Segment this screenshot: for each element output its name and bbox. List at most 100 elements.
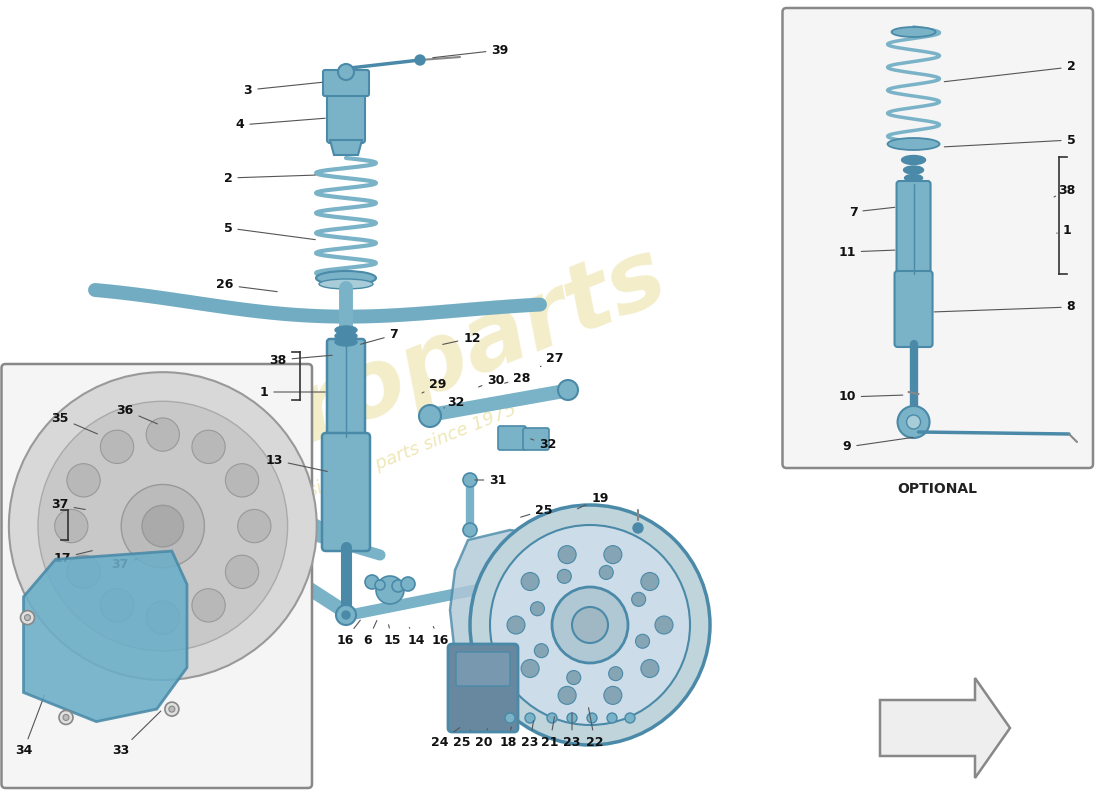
- Circle shape: [336, 605, 356, 625]
- Polygon shape: [330, 140, 362, 155]
- Circle shape: [641, 659, 659, 678]
- Circle shape: [9, 372, 317, 680]
- Circle shape: [636, 634, 649, 648]
- Ellipse shape: [336, 332, 358, 340]
- Circle shape: [572, 607, 608, 643]
- Circle shape: [365, 575, 380, 589]
- Circle shape: [530, 602, 544, 616]
- Circle shape: [191, 430, 225, 463]
- FancyBboxPatch shape: [327, 339, 365, 440]
- Text: 18: 18: [499, 726, 517, 749]
- Circle shape: [632, 523, 644, 533]
- FancyBboxPatch shape: [498, 426, 526, 450]
- Text: 12: 12: [442, 331, 481, 345]
- Text: OPTIONAL: OPTIONAL: [898, 482, 978, 496]
- Text: 25: 25: [453, 730, 471, 749]
- Circle shape: [607, 713, 617, 723]
- Text: 22: 22: [586, 708, 604, 749]
- Circle shape: [415, 55, 425, 65]
- Text: 5: 5: [223, 222, 316, 240]
- Circle shape: [121, 485, 205, 568]
- Circle shape: [39, 402, 287, 651]
- Circle shape: [146, 418, 179, 451]
- Text: 26: 26: [217, 278, 277, 292]
- Circle shape: [142, 506, 184, 547]
- Circle shape: [463, 473, 477, 487]
- Circle shape: [470, 505, 710, 745]
- Circle shape: [226, 464, 258, 497]
- Text: 7: 7: [361, 329, 398, 344]
- Text: 5: 5: [944, 134, 1076, 147]
- Text: 3: 3: [244, 82, 322, 97]
- Text: 35: 35: [52, 411, 98, 434]
- Text: 20: 20: [475, 729, 493, 749]
- Circle shape: [68, 498, 88, 518]
- Circle shape: [641, 573, 659, 590]
- Circle shape: [521, 659, 539, 678]
- Text: 14: 14: [407, 627, 425, 646]
- Circle shape: [558, 380, 578, 400]
- Text: 25: 25: [520, 503, 552, 517]
- Circle shape: [24, 614, 31, 621]
- Text: 10: 10: [838, 390, 903, 403]
- Circle shape: [238, 510, 271, 542]
- Ellipse shape: [244, 486, 262, 498]
- Text: 29: 29: [422, 378, 447, 393]
- Text: 21: 21: [541, 717, 559, 749]
- FancyBboxPatch shape: [456, 652, 510, 686]
- Circle shape: [63, 714, 69, 721]
- Circle shape: [521, 573, 539, 590]
- Text: 30: 30: [478, 374, 505, 387]
- Ellipse shape: [336, 326, 358, 334]
- Circle shape: [535, 644, 549, 658]
- Circle shape: [463, 523, 477, 537]
- Circle shape: [169, 706, 175, 712]
- Ellipse shape: [319, 279, 373, 289]
- Ellipse shape: [891, 27, 935, 37]
- FancyBboxPatch shape: [522, 428, 549, 450]
- Text: a passion for parts since 1975: a passion for parts since 1975: [261, 401, 519, 519]
- Text: 32: 32: [530, 438, 557, 451]
- Text: 17: 17: [53, 550, 92, 565]
- Polygon shape: [450, 530, 575, 695]
- Circle shape: [558, 546, 576, 564]
- Text: 1: 1: [1057, 223, 1071, 237]
- Circle shape: [525, 713, 535, 723]
- Ellipse shape: [316, 271, 376, 285]
- Text: 11: 11: [838, 246, 894, 258]
- Text: 33: 33: [112, 711, 161, 758]
- Circle shape: [402, 577, 415, 591]
- Circle shape: [587, 713, 597, 723]
- Circle shape: [604, 546, 622, 564]
- Circle shape: [625, 713, 635, 723]
- Text: 19: 19: [578, 491, 608, 509]
- Circle shape: [342, 611, 350, 619]
- Circle shape: [507, 616, 525, 634]
- Ellipse shape: [238, 484, 255, 496]
- Circle shape: [547, 713, 557, 723]
- Text: 23: 23: [521, 721, 539, 749]
- Ellipse shape: [217, 478, 234, 490]
- Circle shape: [604, 686, 622, 704]
- Circle shape: [600, 566, 614, 579]
- Text: 28: 28: [505, 371, 530, 385]
- Circle shape: [226, 555, 258, 589]
- FancyBboxPatch shape: [1, 364, 312, 788]
- Circle shape: [376, 576, 404, 604]
- Circle shape: [906, 415, 921, 429]
- Text: 1: 1: [260, 386, 326, 398]
- Circle shape: [191, 589, 225, 622]
- Circle shape: [111, 438, 139, 466]
- Circle shape: [654, 616, 673, 634]
- Text: 38: 38: [1054, 183, 1076, 197]
- Circle shape: [375, 580, 385, 590]
- Text: 9: 9: [843, 438, 913, 454]
- Circle shape: [558, 686, 576, 704]
- Circle shape: [21, 610, 34, 625]
- Circle shape: [631, 592, 646, 606]
- Circle shape: [100, 589, 134, 622]
- FancyBboxPatch shape: [894, 271, 933, 347]
- FancyBboxPatch shape: [322, 433, 370, 551]
- Circle shape: [67, 464, 100, 497]
- Text: 6: 6: [364, 621, 377, 646]
